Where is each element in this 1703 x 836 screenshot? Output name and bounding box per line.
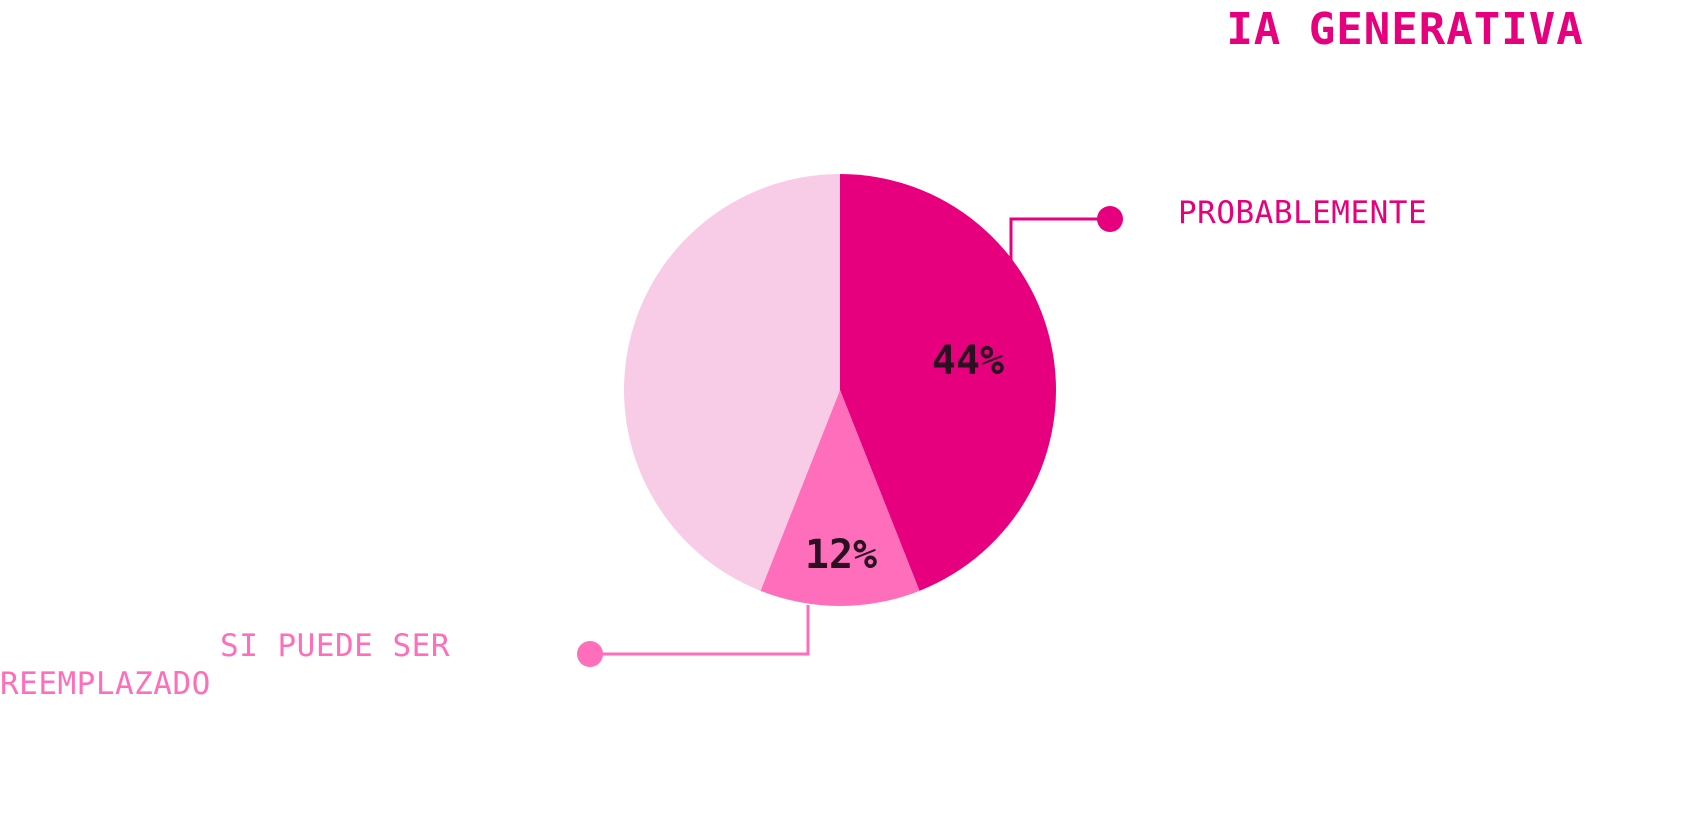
callout-si-puede-ser-reemplazado: SI PUEDE SER REEMPLAZADO xyxy=(0,605,810,702)
slice-label-si-puede-ser-line1: SI PUEDE SER xyxy=(220,628,450,664)
slice-percent-si-puede-ser-reemplazado: 12% xyxy=(805,532,877,578)
slice-percent-probablemente: 44% xyxy=(932,338,1004,384)
pie-slice-0 xyxy=(840,174,1056,591)
slice-label-si-puede-ser-line2: REEMPLAZADO xyxy=(0,666,211,702)
callout-dot-probablemente xyxy=(1097,206,1123,232)
callout-probablemente: PROBABLEMENTE xyxy=(1009,195,1427,272)
leader-line-probablemente xyxy=(1009,217,1108,272)
leader-line-si-puede-ser-reemplazado xyxy=(592,605,810,656)
callout-dot-si-puede-ser-reemplazado xyxy=(577,641,603,667)
chart-title: IA GENERATIVA xyxy=(1226,4,1583,55)
slice-label-probablemente: PROBABLEMENTE xyxy=(1178,195,1427,231)
pie-slice-1 xyxy=(760,390,920,606)
pie-slices xyxy=(624,174,1056,606)
pie-slice-2 xyxy=(624,174,840,591)
